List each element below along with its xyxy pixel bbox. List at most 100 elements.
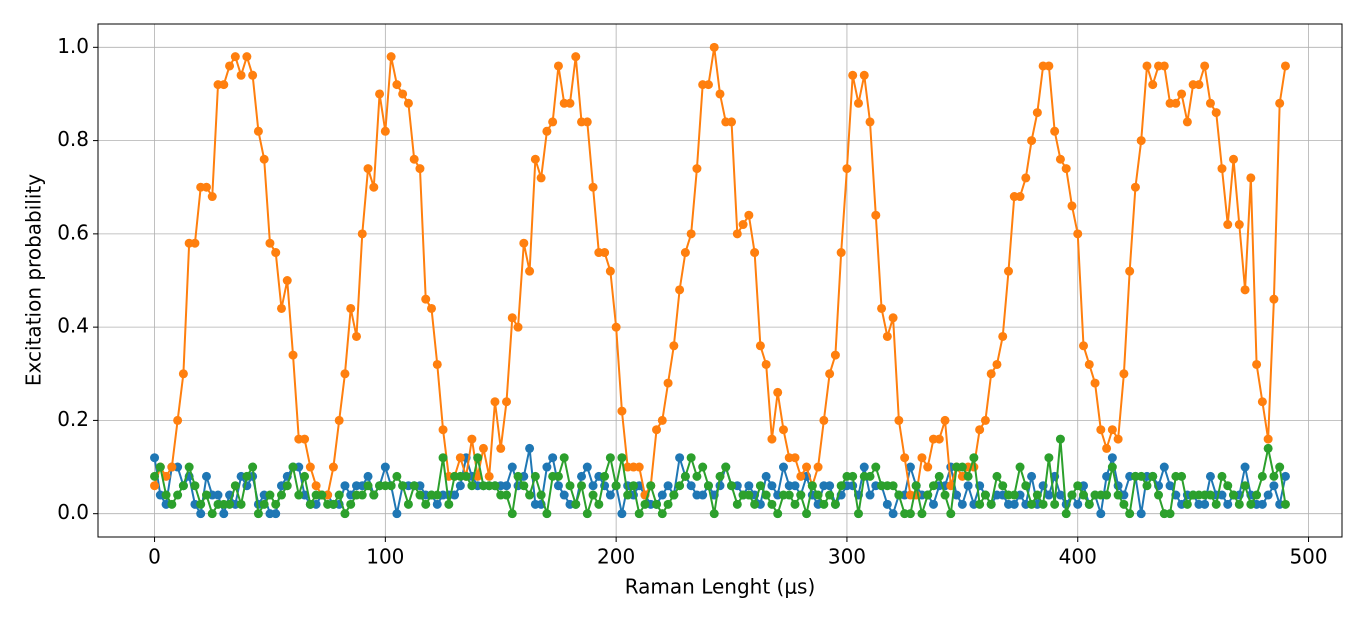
series-marker	[490, 397, 500, 407]
x-tick-label: 100	[366, 545, 404, 569]
series-marker	[825, 490, 835, 500]
series-marker	[536, 173, 546, 183]
series-marker	[582, 462, 592, 472]
series-marker	[1280, 471, 1290, 481]
series-marker	[271, 248, 281, 258]
series-marker	[1130, 182, 1140, 192]
series-marker	[1084, 359, 1094, 369]
series-marker	[802, 509, 812, 519]
series-marker	[663, 481, 673, 491]
series-marker	[548, 117, 558, 127]
y-tick-label: 0.8	[57, 127, 89, 151]
series-marker	[403, 98, 413, 108]
series-marker	[398, 89, 408, 99]
series-marker	[957, 462, 967, 472]
series-marker	[259, 154, 269, 164]
series-marker	[502, 490, 512, 500]
series-marker	[957, 499, 967, 509]
series-marker	[1257, 499, 1267, 509]
series-marker	[565, 98, 575, 108]
series-marker	[1107, 453, 1117, 463]
series-marker	[248, 70, 258, 80]
series-marker	[421, 294, 431, 304]
series-marker	[686, 453, 696, 463]
series-marker	[871, 462, 881, 472]
series-marker	[1079, 341, 1089, 351]
series-marker	[1096, 509, 1106, 519]
series-marker	[490, 481, 500, 491]
x-tick-label: 300	[828, 545, 866, 569]
series-marker	[692, 471, 702, 481]
series-marker	[1125, 509, 1135, 519]
y-tick-label: 0.0	[57, 500, 89, 524]
series-marker	[1234, 499, 1244, 509]
series-marker	[265, 238, 275, 248]
series-marker	[790, 481, 800, 491]
series-marker	[305, 462, 315, 472]
series-marker	[1044, 490, 1054, 500]
series-marker	[276, 303, 286, 313]
series-marker	[496, 443, 506, 453]
series-marker	[715, 471, 725, 481]
series-marker	[294, 490, 304, 500]
series-marker	[173, 415, 183, 425]
x-axis-label: Raman Lenght (μs)	[625, 575, 816, 599]
x-tick-label: 500	[1289, 545, 1327, 569]
series-marker	[680, 248, 690, 258]
series-marker	[1177, 89, 1187, 99]
series-marker	[859, 70, 869, 80]
series-marker	[282, 276, 292, 285]
series-marker	[836, 248, 846, 258]
series-marker	[236, 499, 246, 509]
series-marker	[1205, 490, 1215, 500]
series-marker	[288, 462, 298, 472]
series-marker	[201, 471, 211, 481]
series-marker	[305, 499, 315, 509]
series-marker	[1252, 359, 1262, 369]
series-marker	[773, 387, 783, 397]
series-marker	[1073, 229, 1083, 239]
series-marker	[1234, 220, 1244, 230]
series-marker	[548, 453, 558, 463]
series-marker	[219, 80, 229, 90]
series-marker	[617, 509, 627, 519]
series-marker	[507, 313, 517, 323]
series-marker	[1229, 154, 1239, 164]
series-marker	[975, 425, 985, 435]
series-marker	[657, 415, 667, 425]
series-marker	[605, 266, 615, 276]
series-marker	[219, 509, 229, 519]
series-marker	[1009, 490, 1019, 500]
series-marker	[848, 471, 858, 481]
series-marker	[934, 434, 944, 444]
series-marker	[1102, 471, 1112, 481]
series-marker	[905, 462, 915, 472]
series-marker	[213, 490, 223, 500]
series-marker	[1257, 471, 1267, 481]
series-marker	[1263, 434, 1273, 444]
series-marker	[253, 509, 263, 519]
series-marker	[150, 481, 160, 491]
series-marker	[877, 303, 887, 313]
series-marker	[905, 509, 915, 519]
series-marker	[542, 126, 552, 136]
series-marker	[1073, 499, 1083, 509]
series-marker	[502, 397, 512, 407]
series-marker	[1154, 490, 1164, 500]
series-marker	[853, 98, 863, 108]
series-marker	[1217, 471, 1227, 481]
series-marker	[761, 359, 771, 369]
series-marker	[842, 164, 852, 174]
series-marker	[542, 509, 552, 519]
series-marker	[980, 415, 990, 425]
series-marker	[611, 322, 621, 332]
series-marker	[553, 481, 563, 491]
series-marker	[444, 499, 454, 509]
series-marker	[369, 182, 379, 192]
series-marker	[230, 52, 240, 62]
series-marker	[1102, 490, 1112, 500]
series-marker	[594, 499, 604, 509]
series-marker	[675, 453, 685, 463]
series-marker	[819, 499, 829, 509]
series-marker	[992, 359, 1002, 369]
